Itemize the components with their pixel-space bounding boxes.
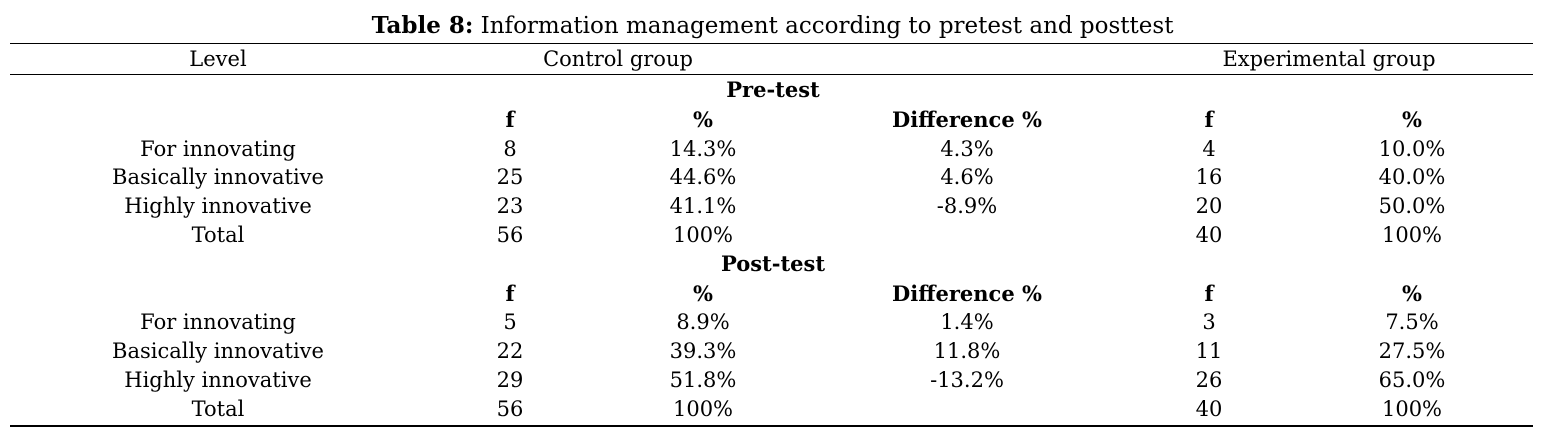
row-level: Basically innovative (112, 339, 324, 363)
row-experimental-pct: 100% (1381, 397, 1443, 421)
row-difference: -13.2% (930, 368, 1004, 392)
row-control-pct: 100% (672, 223, 734, 247)
row-level: Basically innovative (112, 165, 324, 189)
row-experimental-pct: 65.0% (1378, 368, 1446, 392)
row-experimental-pct: 7.5% (1385, 310, 1439, 334)
subheader-experimental-pct: % (1402, 107, 1422, 132)
row-level: For innovating (140, 310, 296, 334)
row-control-pct: 51.8% (669, 368, 737, 392)
row-experimental-f: 4 (1202, 137, 1216, 161)
row-control-pct: 100% (672, 397, 734, 421)
row-experimental-f: 26 (1195, 368, 1223, 392)
table-caption-text: Information management according to pret… (480, 13, 1174, 39)
row-difference: 11.8% (933, 339, 1001, 363)
bottom-rule (10, 425, 1533, 427)
row-experimental-f: 3 (1202, 310, 1216, 334)
subheader-control-f: f (505, 107, 515, 132)
subheader-experimental-f: f (1204, 107, 1214, 132)
row-control-f: 5 (503, 310, 517, 334)
row-control-f: 56 (496, 223, 524, 247)
row-control-f: 22 (496, 339, 524, 363)
row-control-f: 23 (496, 194, 524, 218)
row-control-f: 8 (503, 137, 517, 161)
row-experimental-f: 40 (1195, 223, 1223, 247)
row-level: Highly innovative (124, 194, 312, 218)
row-experimental-f: 16 (1195, 165, 1223, 189)
subheader-experimental-f: f (1204, 281, 1214, 306)
row-difference: -8.9% (936, 194, 998, 218)
subheader-control-f: f (505, 281, 515, 306)
subheader-experimental-pct: % (1402, 281, 1422, 306)
top-rule (10, 43, 1533, 44)
table-caption-label: Table 8: (371, 12, 474, 39)
subheader-control-pct: % (693, 281, 713, 306)
row-experimental-pct: 100% (1381, 223, 1443, 247)
subheader-difference: Difference % (892, 107, 1042, 132)
header-level: Level (189, 47, 247, 71)
row-level: Total (191, 223, 245, 247)
row-experimental-pct: 50.0% (1378, 194, 1446, 218)
row-control-pct: 39.3% (669, 339, 737, 363)
section-title-pretest: Pre-test (726, 77, 820, 102)
subheader-difference: Difference % (892, 281, 1042, 306)
row-level: For innovating (140, 137, 296, 161)
section-title-posttest: Post-test (720, 251, 826, 276)
row-control-pct: 44.6% (669, 165, 737, 189)
table-caption: Table 8: Information management accordin… (0, 12, 1545, 40)
row-experimental-pct: 27.5% (1378, 339, 1446, 363)
row-level: Highly innovative (124, 368, 312, 392)
header-rule (10, 74, 1533, 75)
row-difference: 4.6% (940, 165, 994, 189)
row-control-pct: 14.3% (669, 137, 737, 161)
row-control-f: 25 (496, 165, 524, 189)
header-experimental-group: Experimental group (1222, 47, 1436, 71)
row-experimental-f: 11 (1195, 339, 1223, 363)
row-level: Total (191, 397, 245, 421)
subheader-control-pct: % (693, 107, 713, 132)
row-control-f: 56 (496, 397, 524, 421)
row-control-pct: 41.1% (669, 194, 737, 218)
row-difference: 1.4% (940, 310, 994, 334)
row-experimental-pct: 40.0% (1378, 165, 1446, 189)
row-difference: 4.3% (940, 137, 994, 161)
row-experimental-f: 40 (1195, 397, 1223, 421)
row-control-f: 29 (496, 368, 524, 392)
header-control-group: Control group (543, 47, 693, 71)
row-experimental-f: 20 (1195, 194, 1223, 218)
row-control-pct: 8.9% (676, 310, 730, 334)
row-experimental-pct: 10.0% (1378, 137, 1446, 161)
